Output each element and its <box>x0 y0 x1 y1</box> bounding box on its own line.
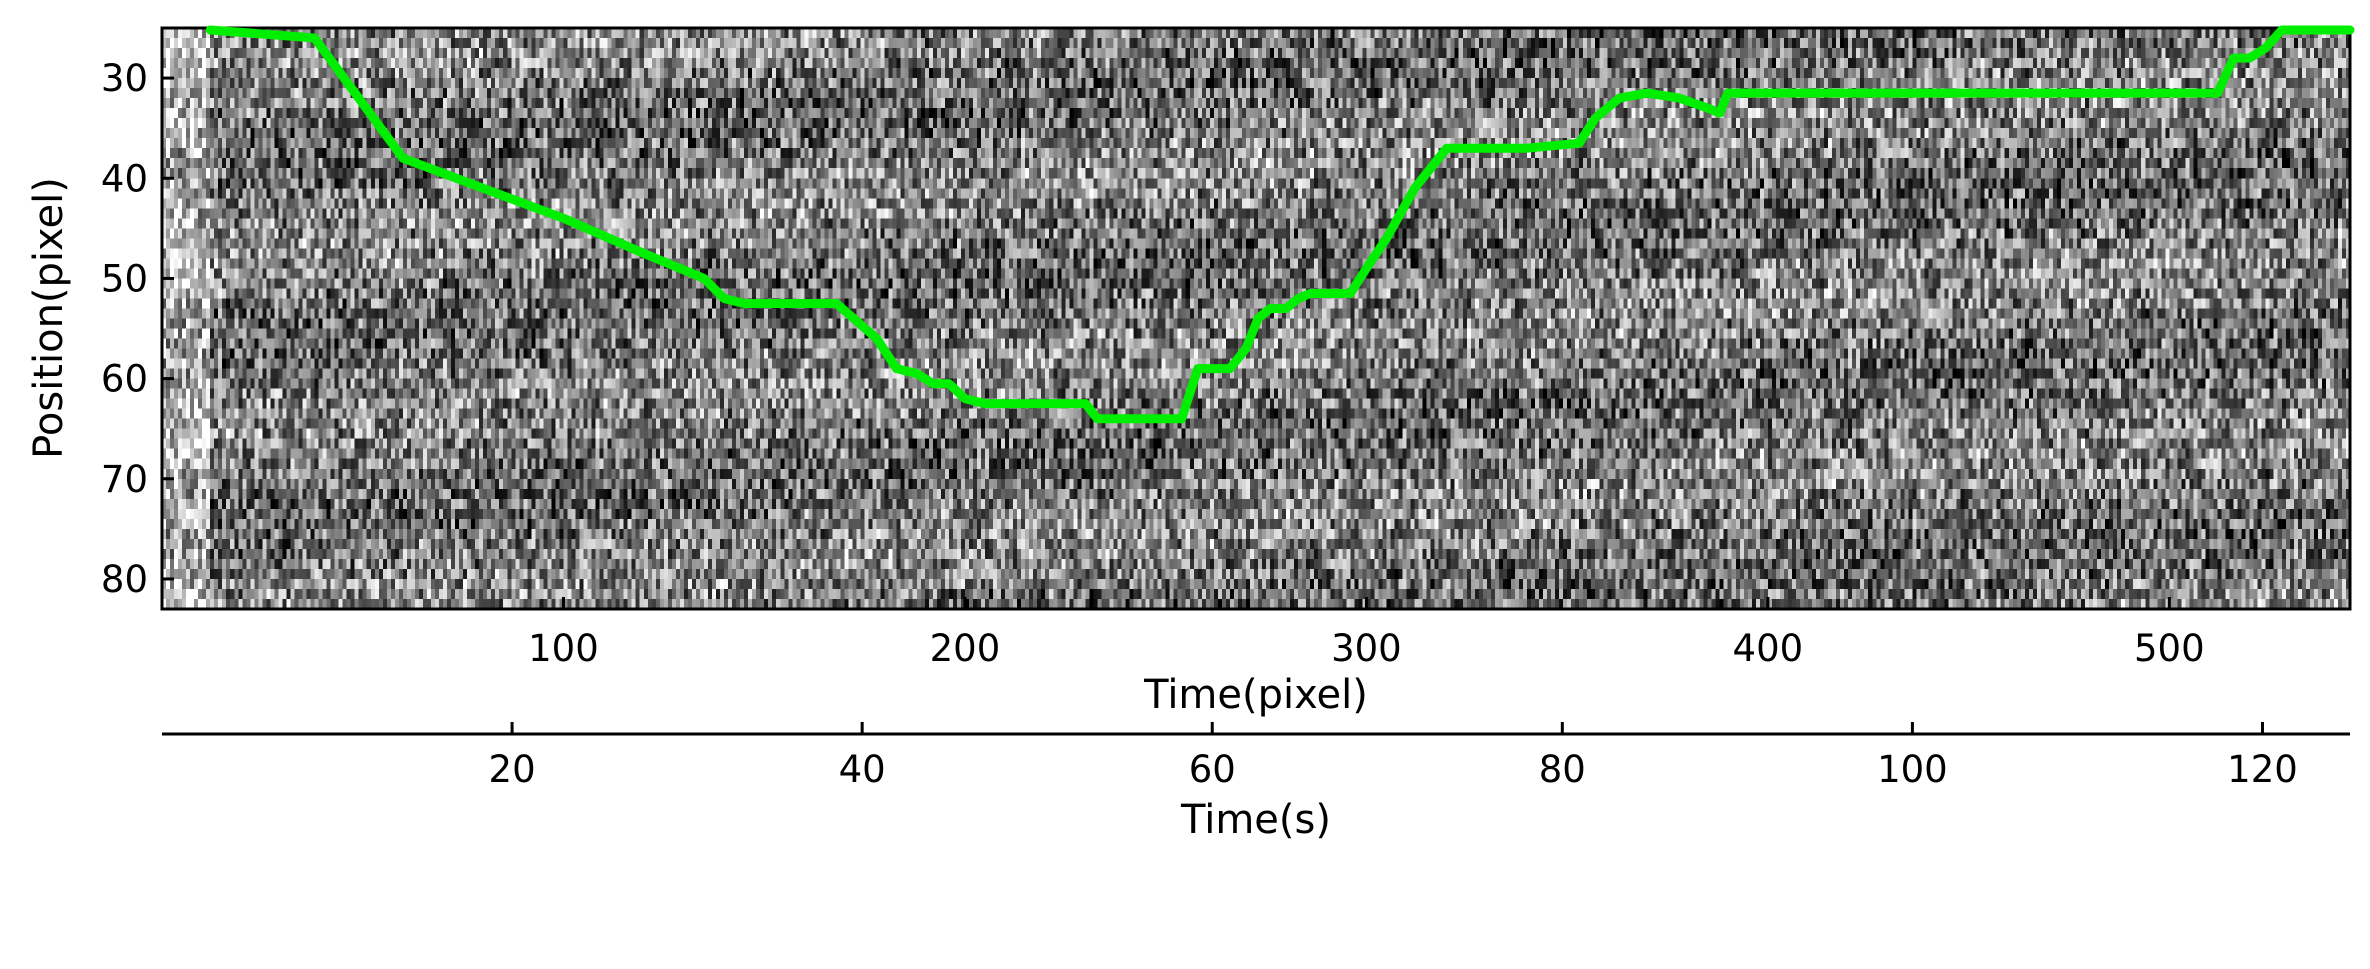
y-axis: 30 40 50 60 70 80 <box>101 57 174 601</box>
secondary-x-axis-title: Time(s) <box>1180 797 1331 843</box>
x-tick-label: 100 <box>528 627 599 670</box>
track-line <box>205 25 2355 424</box>
y-tick-label: 80 <box>101 558 148 601</box>
x2-tick-label: 40 <box>839 748 886 791</box>
y-tick-label: 60 <box>101 358 148 401</box>
y-tick-label: 70 <box>101 458 148 501</box>
y-tick-label: 50 <box>101 257 148 300</box>
plot-frame <box>160 26 2352 611</box>
x-axis-pixel: 100 200 300 400 500 <box>528 597 2205 670</box>
x2-tick-label: 20 <box>489 748 536 791</box>
y-tick-label: 30 <box>101 57 148 100</box>
x2-tick-label: 60 <box>1189 748 1236 791</box>
x-tick-label: 500 <box>2134 627 2205 670</box>
x-tick-label: 300 <box>1331 627 1402 670</box>
x-axis-title: Time(pixel) <box>1143 672 1368 718</box>
x2-tick-label: 120 <box>2227 748 2298 791</box>
x-tick-label: 400 <box>1733 627 1804 670</box>
y-tick-label: 40 <box>101 157 148 200</box>
x-axis-seconds: 20 40 60 80 100 120 <box>489 722 2298 791</box>
y-axis-title: Position(pixel) <box>26 177 72 459</box>
x-tick-label: 200 <box>930 627 1001 670</box>
x2-tick-label: 100 <box>1877 748 1948 791</box>
x2-tick-label: 80 <box>1539 748 1586 791</box>
